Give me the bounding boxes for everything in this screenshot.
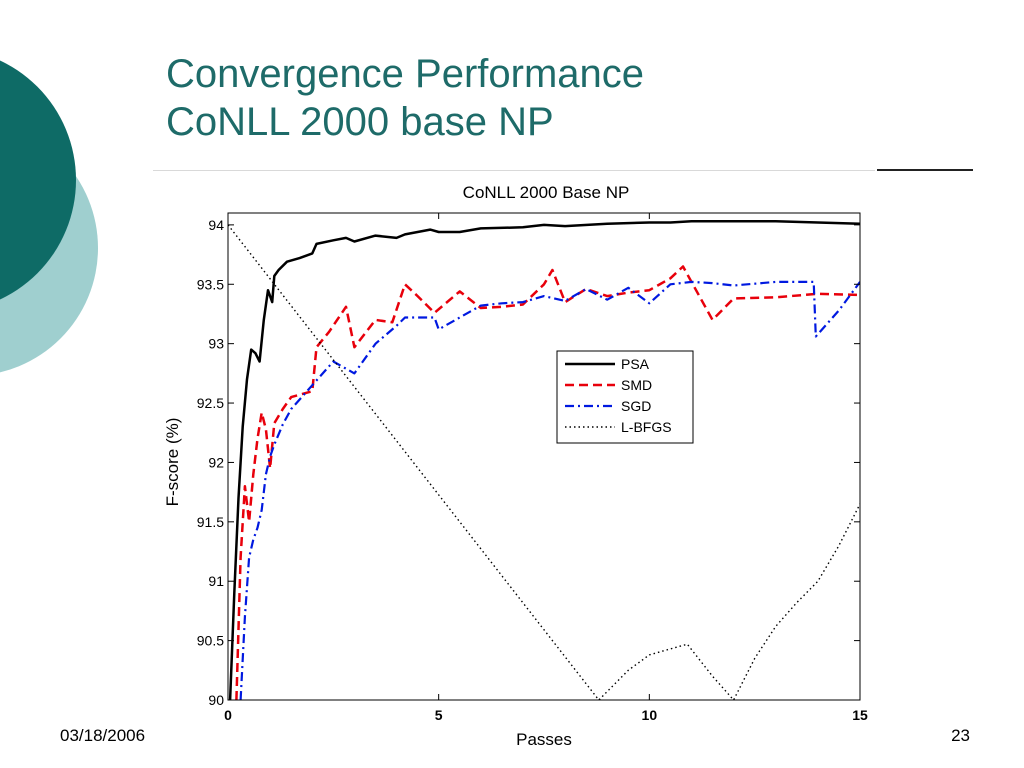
chart: CoNLL 2000 Base NP F-score (%) Passes 90… — [150, 175, 880, 755]
series-line-psa — [228, 220, 860, 700]
x-tick-label: 5 — [435, 707, 443, 723]
x-axis-label: Passes — [516, 730, 572, 749]
x-tick-label: 0 — [224, 707, 232, 723]
footer-date: 03/18/2006 — [60, 726, 146, 745]
legend-label: SMD — [621, 377, 652, 393]
legend-label: SGD — [621, 398, 651, 414]
x-tick-label: 10 — [642, 707, 658, 723]
plot-frame — [227, 212, 861, 701]
y-tick-label: 90.5 — [197, 633, 224, 649]
dark-teal-circle — [0, 60, 76, 300]
y-tick-label: 92.5 — [197, 395, 224, 411]
y-tick-label: 91 — [208, 573, 224, 589]
slide-title-line-2: CoNLL 2000 base NP — [166, 100, 554, 144]
series-line-smd — [235, 265, 860, 700]
slide-title-line-1: Convergence Performance — [166, 52, 645, 96]
chart-title: CoNLL 2000 Base NP — [463, 183, 630, 202]
title-divider — [153, 170, 875, 171]
y-tick-label: 92 — [208, 454, 224, 470]
x-tick-label: 15 — [852, 707, 868, 723]
y-tick-label: 94 — [208, 217, 224, 233]
legend-label: L-BFGS — [621, 419, 672, 435]
y-axis-label: F-score (%) — [163, 418, 182, 507]
legend-label: PSA — [621, 356, 650, 372]
legend: PSA SMD SGD L-BFGS — [556, 350, 694, 444]
series-line-sgd — [239, 280, 860, 700]
series-group — [228, 220, 860, 700]
page-number: 23 — [951, 726, 970, 745]
slide-title: Convergence Performance CoNLL 2000 base … — [166, 50, 644, 146]
chart-svg: CoNLL 2000 Base NP F-score (%) Passes 90… — [163, 183, 868, 749]
y-tick-label: 93 — [208, 336, 224, 352]
plot-area: 90 90.5 91 91.5 92 92.5 93 93.5 94 0 5 10 15 PSA SMD SG… — [197, 212, 868, 723]
y-tick-label: 91.5 — [197, 514, 224, 530]
decorative-circles — [0, 60, 98, 373]
series-line-l-bfgs — [228, 224, 860, 700]
y-tick-label: 93.5 — [197, 276, 224, 292]
y-tick-label: 90 — [208, 692, 224, 708]
title-divider-accent — [877, 169, 973, 171]
